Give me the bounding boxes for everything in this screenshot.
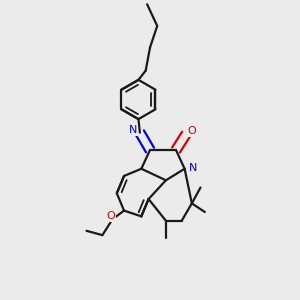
Text: O: O xyxy=(188,126,196,136)
Text: N: N xyxy=(188,163,197,173)
Text: O: O xyxy=(107,211,116,221)
Text: N: N xyxy=(128,125,137,135)
